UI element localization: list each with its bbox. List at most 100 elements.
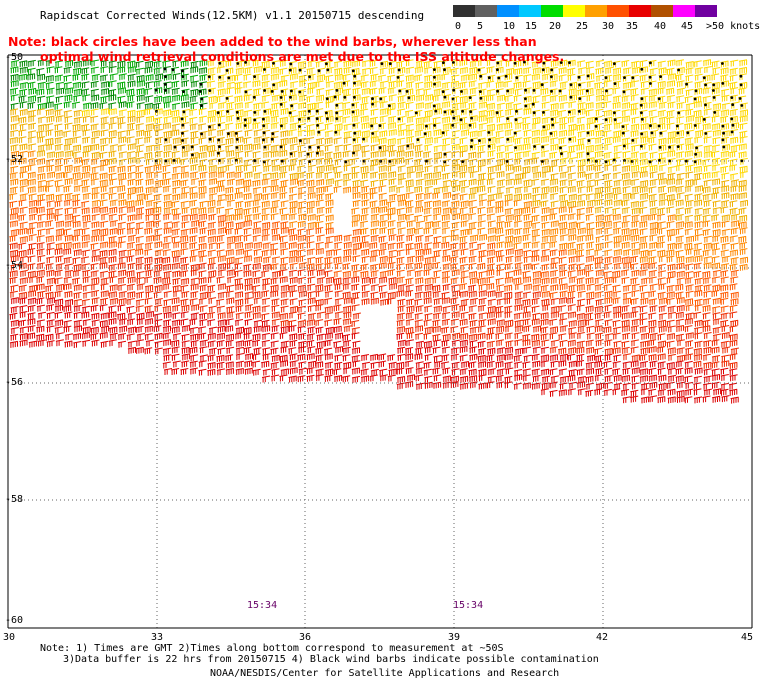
wind-barb-stroke — [603, 80, 612, 83]
wind-barb-stroke — [370, 95, 379, 99]
wind-barb-stroke — [531, 136, 540, 140]
quality-flag-circle — [443, 68, 446, 72]
legend-swatch-5 — [563, 5, 585, 17]
wind-barb-stroke — [342, 94, 351, 97]
wind-barb-stroke — [325, 80, 334, 84]
wind-barb-stroke — [64, 137, 73, 141]
wind-barb-stroke — [261, 116, 270, 119]
wind-barb-stroke — [18, 129, 27, 132]
wind-barb-stroke — [397, 108, 406, 111]
quality-flag-circle — [470, 116, 473, 120]
wind-barb-stroke — [676, 109, 685, 113]
wind-barb-stroke — [99, 102, 108, 105]
wind-barb-stroke — [343, 60, 352, 63]
wind-barb-stroke — [181, 150, 190, 153]
wind-barb-stroke — [513, 116, 523, 120]
wind-barb-stroke — [423, 66, 433, 70]
wind-barb-stroke — [559, 81, 568, 84]
wind-barb-stroke — [468, 73, 477, 76]
wind-barb-stroke — [720, 80, 729, 83]
wind-barb-stroke — [567, 136, 576, 139]
quality-flag-circle — [569, 83, 573, 87]
quality-flag-circle — [279, 103, 283, 106]
wind-barb-stroke — [108, 89, 117, 92]
quality-flag-circle — [217, 138, 221, 142]
legend-swatch-7 — [607, 5, 629, 17]
wind-barb-stroke — [693, 122, 702, 125]
quality-flag-circle — [604, 76, 608, 80]
wind-barb-stroke — [333, 129, 342, 132]
wind-barb-stroke — [379, 67, 388, 70]
wind-barb-stroke — [541, 101, 550, 105]
wind-barb-stroke — [280, 137, 289, 141]
wind-barb-stroke — [703, 81, 712, 85]
wind-barb-stroke — [343, 143, 352, 147]
quality-flag-circle — [479, 74, 483, 78]
wind-barb-stroke — [487, 150, 496, 153]
quality-flag-circle — [398, 89, 402, 93]
wind-barb-stroke — [711, 60, 720, 63]
quality-flag-circle — [225, 97, 229, 100]
wind-barb-stroke — [388, 60, 397, 64]
wind-barb-stroke — [567, 109, 576, 112]
wind-barb-stroke — [154, 87, 163, 90]
wind-barb-stroke — [28, 87, 37, 91]
quality-flag-circle — [370, 124, 374, 128]
wind-barb-stroke — [325, 66, 334, 70]
quality-flag-circle — [702, 118, 706, 121]
quality-flag-circle — [272, 61, 275, 65]
wind-barb-stroke — [595, 67, 604, 70]
wind-barb-stroke — [729, 94, 738, 98]
quality-flag-circle — [280, 124, 283, 128]
wind-barb-stroke — [270, 130, 279, 134]
wind-barb-stroke — [63, 157, 72, 161]
wind-barb-stroke — [558, 74, 567, 77]
wind-barb-stroke — [10, 123, 19, 126]
wind-barb-stroke — [163, 144, 172, 147]
quality-flag-circle — [524, 88, 527, 92]
wind-barb-stroke — [144, 60, 153, 64]
wind-barb-stroke — [252, 157, 261, 161]
wind-barb-stroke — [18, 116, 27, 120]
wind-barb-stroke — [207, 87, 216, 91]
wind-barb-stroke — [63, 66, 72, 70]
legend-swatch-10 — [673, 5, 695, 17]
wind-barb-stroke — [109, 116, 119, 119]
quality-flag-circle — [613, 111, 616, 115]
wind-barb-stroke — [738, 66, 747, 70]
wind-barb-stroke — [477, 137, 486, 141]
quality-flag-circle — [307, 109, 311, 113]
wind-barb-stroke — [45, 158, 55, 162]
wind-barb-stroke — [10, 66, 19, 69]
wind-barb-stroke — [298, 109, 307, 113]
wind-barb-stroke — [19, 123, 28, 126]
wind-barb-stroke — [306, 95, 315, 98]
wind-barb-stroke — [45, 143, 54, 146]
wind-barb-stroke — [503, 122, 513, 125]
wind-barb-stroke — [127, 157, 136, 160]
wind-barb-stroke — [388, 67, 397, 70]
wind-barb-stroke — [261, 136, 270, 140]
wind-barb-stroke — [685, 129, 694, 133]
quality-flag-circle — [235, 110, 239, 114]
wind-barb-stroke — [676, 80, 685, 83]
quality-flag-circle — [262, 117, 265, 121]
wind-barb-stroke — [181, 80, 190, 83]
quality-flag-circle — [380, 62, 384, 66]
wind-barb-stroke — [730, 59, 739, 63]
wind-barb-stroke — [315, 115, 324, 119]
wind-barb-stroke — [27, 122, 37, 126]
quality-flag-circle — [650, 131, 654, 135]
wind-barb-stroke — [396, 150, 405, 153]
wind-barb-stroke — [333, 137, 342, 140]
wind-barb-stroke — [143, 136, 153, 139]
wind-barb-stroke — [549, 66, 558, 70]
quality-flag-circle — [182, 146, 185, 149]
quality-flag-circle — [200, 97, 204, 101]
quality-flag-circle — [513, 131, 517, 135]
wind-barb-stroke — [82, 94, 91, 97]
wind-barb-stroke — [523, 129, 532, 132]
quality-flag-circle — [243, 124, 247, 127]
wind-barb-stroke — [297, 61, 306, 64]
wind-barb-stroke — [180, 137, 189, 140]
